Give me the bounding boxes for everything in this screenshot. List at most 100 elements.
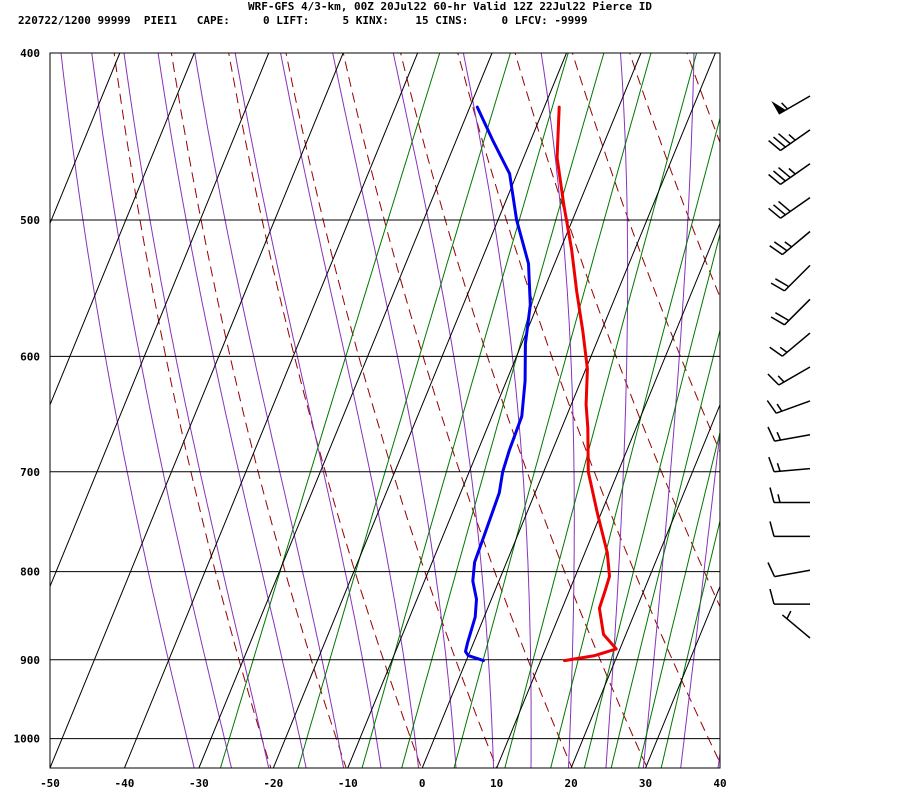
barb-full (778, 200, 791, 212)
barb-half (786, 610, 792, 620)
dry-adiabat (629, 53, 720, 299)
x-tick-label: -50 (40, 777, 60, 790)
wind-barb (768, 456, 811, 473)
mixing-ratio-line (637, 430, 720, 768)
isotherm (198, 53, 493, 768)
isotherm (272, 53, 567, 768)
barb-full (770, 316, 785, 326)
dry-adiabat (787, 15, 900, 776)
y-tick-label: 400 (20, 47, 40, 60)
wind-barb (767, 562, 811, 578)
barb-full (775, 312, 790, 322)
barb-half (777, 375, 785, 383)
wind-barb (768, 163, 811, 186)
tick-label-layer: 400 500 600 700 800 900 1000 -50 -40 -30 -20 -10 0 10… (14, 47, 727, 790)
dry-adiabat (686, 53, 720, 144)
barb-half (781, 102, 789, 110)
dry-adiabat (285, 53, 498, 768)
moist-adiabat (605, 53, 629, 768)
x-tick-label: -20 (263, 777, 283, 790)
x-tick-label: 20 (564, 777, 577, 790)
barb-full (767, 426, 776, 442)
dry-adiabat (730, 15, 900, 776)
barb-full (773, 136, 786, 148)
y-tick-label: 900 (20, 654, 40, 667)
x-tick-label: -40 (115, 777, 135, 790)
moist-adiabat (462, 53, 532, 768)
wind-barb (769, 588, 810, 605)
barb-half (784, 241, 793, 248)
wind-barb (769, 487, 810, 504)
barb-full (770, 282, 785, 292)
barb-full (767, 562, 776, 577)
dry-adiabat (843, 15, 900, 776)
barb-pennant (771, 101, 786, 114)
barb-half (788, 134, 796, 141)
isotherm (570, 403, 720, 768)
isotherm (645, 585, 720, 768)
barb-full (775, 278, 790, 288)
wind-barb (768, 129, 811, 152)
barb-staff (774, 569, 811, 578)
moist-adiabat (392, 53, 495, 768)
isotherm (347, 53, 642, 768)
barb-full (768, 173, 781, 185)
isotherm (123, 53, 419, 768)
dry-adiabat (113, 53, 272, 768)
mixing-ratio-line (219, 53, 441, 768)
y-tick-label: 800 (20, 566, 40, 579)
isotherm (50, 53, 270, 588)
barb-full (768, 140, 781, 152)
x-tick-label: 40 (713, 777, 726, 790)
dry-adiabat (514, 53, 720, 608)
mixing-ratio-line (453, 53, 652, 768)
barb-half (776, 462, 781, 472)
y-tick-label: 1000 (14, 733, 41, 746)
wind-barb (769, 521, 810, 538)
isotherm (719, 766, 720, 768)
barb-full (768, 207, 781, 219)
barb-half (779, 346, 788, 354)
barb-full (769, 521, 775, 537)
x-tick-label: 30 (639, 777, 652, 790)
mixing-ratio-line (361, 53, 569, 768)
moist-adiabat (157, 53, 307, 768)
mixing-ratio-line (610, 328, 720, 768)
barb-full (778, 133, 791, 145)
station-indices-line: 220722/1200 99999 PIEI1 CAPE: 0 LIFT: 5 … (18, 14, 588, 27)
mixing-ratio-line (660, 518, 720, 768)
barb-half (777, 494, 781, 503)
isotherm (50, 53, 195, 407)
moist-adiabat (332, 53, 457, 768)
moist-adiabat (280, 53, 420, 768)
x-tick-label: 10 (490, 777, 503, 790)
wind-barb (769, 230, 811, 256)
barb-full (767, 373, 780, 386)
x-tick-label: -10 (338, 777, 358, 790)
mixing-ratio-line (504, 53, 698, 768)
y-tick-label: 700 (20, 466, 40, 479)
wind-barb (768, 196, 811, 219)
barb-full (769, 245, 783, 256)
dry-adiabat (457, 53, 720, 764)
profile-layer (464, 105, 618, 663)
moist-adiabat (91, 53, 233, 768)
wind-barb (769, 332, 811, 357)
mixing-ratio-line (583, 232, 720, 768)
moist-adiabat (642, 53, 695, 768)
barb-full (773, 241, 788, 252)
barb-half (776, 403, 783, 412)
moist-adiabat (234, 53, 382, 768)
isotherm (496, 221, 720, 768)
moist-adiabat (540, 53, 575, 768)
barb-full (778, 167, 791, 179)
dry-adiabat (170, 53, 347, 768)
moist-adiabat (60, 53, 195, 768)
wind-barb (770, 264, 811, 292)
mixing-ratio-line (550, 116, 720, 768)
barb-staff (774, 434, 811, 442)
barb-full (768, 456, 775, 472)
chart-title: WRF-GFS 4/3-km, 00Z 20Jul22 60-hr Valid … (248, 0, 652, 13)
barb-full (773, 204, 786, 216)
